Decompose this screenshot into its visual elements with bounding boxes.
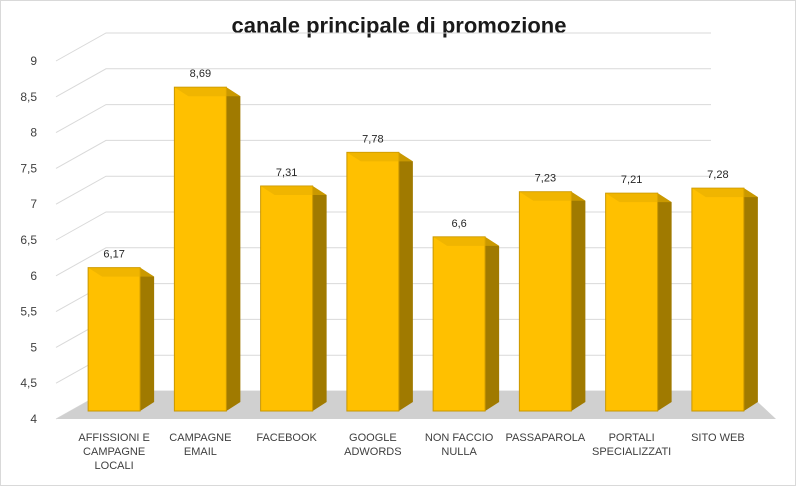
bar-side bbox=[226, 87, 241, 412]
gridline bbox=[55, 32, 711, 62]
data-label: 6,6 bbox=[451, 218, 466, 230]
chart-title: canale principale di promozione bbox=[231, 13, 567, 38]
x-category-label: NULLA bbox=[441, 446, 477, 458]
bar-side bbox=[312, 186, 327, 411]
bar-top bbox=[88, 267, 155, 277]
data-label: 7,21 bbox=[621, 174, 642, 186]
y-tick-label: 8 bbox=[30, 126, 37, 140]
x-category-label: NON FACCIO bbox=[425, 432, 494, 444]
y-tick-label: 9 bbox=[30, 54, 37, 68]
bar bbox=[605, 192, 659, 412]
y-tick-label: 6 bbox=[30, 269, 37, 283]
gridline bbox=[55, 104, 711, 134]
x-category-label: PORTALI bbox=[609, 432, 655, 444]
data-label: 7,28 bbox=[707, 169, 728, 181]
data-label: 8,69 bbox=[190, 68, 211, 80]
y-tick-label: 6,5 bbox=[20, 233, 37, 247]
bar-side bbox=[140, 267, 155, 411]
bar-side bbox=[485, 236, 500, 411]
data-label: 6,17 bbox=[103, 249, 124, 261]
y-tick-label: 4,5 bbox=[20, 376, 37, 390]
bar bbox=[173, 86, 227, 412]
bar-side bbox=[398, 152, 413, 412]
gridline bbox=[55, 139, 711, 169]
bar-side bbox=[743, 188, 758, 411]
x-category-label: SITO WEB bbox=[691, 432, 745, 444]
x-category-label: AFFISSIONI E bbox=[78, 432, 150, 444]
bar-top bbox=[605, 193, 672, 203]
gridline bbox=[55, 175, 711, 205]
x-category-label: CAMPAGNE bbox=[83, 446, 145, 458]
bar bbox=[691, 187, 745, 412]
data-label: 7,31 bbox=[276, 167, 297, 179]
bar-top bbox=[346, 152, 413, 162]
data-label: 7,78 bbox=[362, 133, 383, 145]
x-category-label: EMAIL bbox=[184, 446, 217, 458]
x-category-label: ADWORDS bbox=[344, 446, 401, 458]
x-category-label: LOCALI bbox=[95, 460, 134, 472]
y-tick-label: 5 bbox=[30, 340, 37, 354]
bar-top bbox=[433, 236, 500, 246]
y-tick-label: 8,5 bbox=[20, 90, 37, 104]
y-tick-label: 7,5 bbox=[20, 161, 37, 175]
bar bbox=[346, 151, 400, 412]
x-category-label: SPECIALIZZATI bbox=[592, 446, 671, 458]
bar bbox=[87, 267, 141, 412]
y-tick-label: 5,5 bbox=[20, 305, 37, 319]
bar-side bbox=[571, 191, 586, 411]
bar bbox=[518, 191, 572, 412]
x-category-label: PASSAPAROLA bbox=[506, 432, 586, 444]
data-label: 7,23 bbox=[535, 173, 556, 185]
x-category-label: FACEBOOK bbox=[256, 432, 317, 444]
y-tick-label: 7 bbox=[30, 197, 37, 211]
bar-top bbox=[691, 188, 758, 198]
x-category-label: GOOGLE bbox=[349, 432, 397, 444]
bar bbox=[260, 185, 314, 412]
x-category-label: CAMPAGNE bbox=[169, 432, 231, 444]
bar-top bbox=[519, 191, 586, 201]
y-tick-label: 4 bbox=[30, 412, 37, 426]
gridline bbox=[55, 247, 711, 277]
bar bbox=[432, 236, 486, 412]
gridline bbox=[55, 211, 711, 241]
bar-side bbox=[657, 193, 672, 411]
gridline bbox=[55, 68, 711, 98]
bar-top bbox=[174, 87, 241, 97]
bar-top bbox=[260, 186, 327, 196]
